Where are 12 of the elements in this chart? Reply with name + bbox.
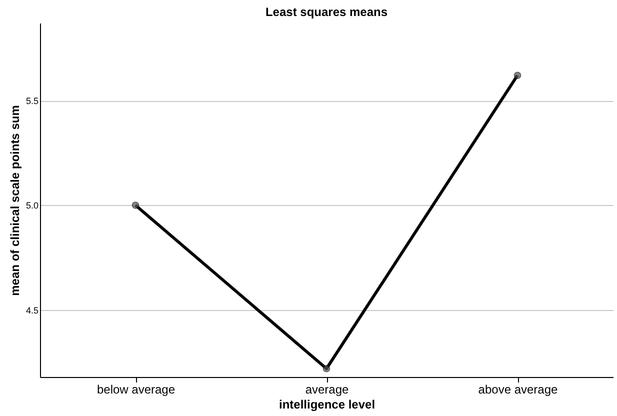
point <box>322 364 330 372</box>
x-tick-label: above average <box>478 382 558 396</box>
x-tick-label: average <box>305 382 350 396</box>
x-axis-title: intelligence level <box>278 398 376 412</box>
y-axis-title: mean of clinical scale points sum <box>8 105 22 296</box>
y-tick-label: 4.5 <box>26 305 38 316</box>
chart-title: Least squares means <box>265 5 388 19</box>
point <box>514 72 522 80</box>
y-tick-label: 5.0 <box>26 200 38 211</box>
y-tick-label: 5.5 <box>26 96 38 106</box>
x-tick-label: below average <box>96 382 176 396</box>
point <box>132 202 140 209</box>
